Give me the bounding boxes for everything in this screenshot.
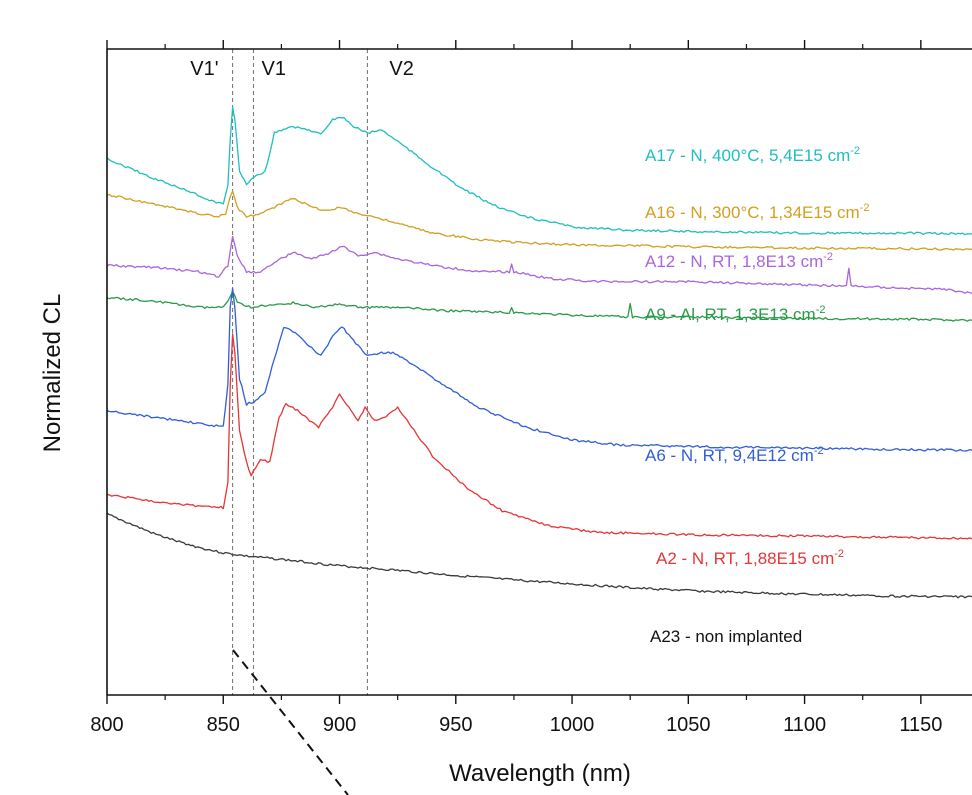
x-tick-label: 1000 [550, 714, 595, 736]
series-label: A16 - N, 300°C, 1,34E15 cm-2 [645, 202, 869, 222]
series-label-superscript: -2 [814, 445, 824, 457]
peak-label: V1' [190, 58, 218, 80]
series-label-superscript: -2 [850, 145, 860, 157]
series-label: A12 - N, RT, 1,8E13 cm-2 [645, 251, 833, 271]
series-label: A23 - non implanted [650, 627, 802, 646]
series-label-text: A6 - N, RT, 9,4E12 cm [645, 446, 814, 465]
x-tick-label: 1150 [899, 714, 942, 736]
peak-label: V1 [261, 58, 285, 80]
series-label: A6 - N, RT, 9,4E12 cm-2 [645, 445, 824, 465]
series-label-text: A16 - N, 300°C, 1,34E15 cm [645, 203, 860, 222]
x-axis-title: Wavelength (nm) [449, 760, 631, 787]
series-label-text: A17 - N, 400°C, 5,4E15 cm [645, 146, 850, 165]
series-label-superscript: -2 [860, 202, 870, 214]
series-label-text: A23 - non implanted [650, 627, 802, 646]
annotation-dashed-arrow [232, 649, 349, 795]
series-label-superscript: -2 [834, 548, 844, 560]
series-line-3 [106, 290, 972, 322]
series-label: A17 - N, 400°C, 5,4E15 cm-2 [645, 145, 860, 165]
reference-lines: V1' V1 V2 [190, 49, 414, 695]
series-line-0 [106, 106, 972, 236]
x-tick-label: 1100 [783, 714, 826, 736]
x-tick-label: 800 [90, 714, 123, 736]
series-label-superscript: -2 [816, 304, 826, 316]
series-layer [106, 106, 972, 599]
y-axis-title: Normalized CL [39, 294, 66, 453]
series-line-1 [106, 190, 972, 251]
x-tick-label: 900 [323, 714, 356, 736]
series-line-4 [106, 287, 972, 452]
x-tick-label: 950 [439, 714, 472, 736]
series-label-text: A2 - N, RT, 1,88E15 cm [656, 549, 834, 568]
series-label: A9 - Al, RT, 1,3E13 cm-2 [645, 304, 826, 324]
x-tick-label: 850 [207, 714, 240, 736]
series-line-2 [106, 235, 972, 294]
series-label-text: A9 - Al, RT, 1,3E13 cm [645, 305, 816, 324]
series-line-6 [106, 512, 972, 599]
x-tick-label: 1050 [666, 714, 711, 736]
series-label-superscript: -2 [823, 251, 833, 263]
series-label: A2 - N, RT, 1,88E15 cm-2 [656, 548, 844, 568]
peak-label: V2 [389, 58, 413, 80]
series-line-5 [106, 333, 972, 540]
series-label-text: A12 - N, RT, 1,8E13 cm [645, 252, 823, 271]
axes-layer: 800 850 900 950 1000 1050 1100 1150 [90, 40, 972, 736]
